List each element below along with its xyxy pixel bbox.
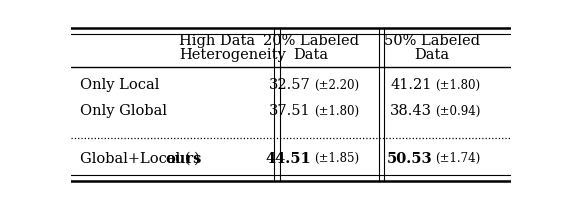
Text: (±1.74): (±1.74) [436,152,481,165]
Text: (±2.20): (±2.20) [315,78,360,91]
Text: 38.43: 38.43 [390,104,432,118]
Text: 41.21: 41.21 [391,78,432,92]
Text: 44.51: 44.51 [265,152,311,166]
Text: Global+Local (: Global+Local ( [80,152,190,166]
Text: Data: Data [415,48,449,62]
Text: 20% Labeled: 20% Labeled [263,34,359,48]
Text: ours: ours [165,152,202,166]
Text: (±1.80): (±1.80) [315,105,360,118]
Text: (±1.80): (±1.80) [436,78,481,91]
Text: 50% Labeled: 50% Labeled [384,34,480,48]
Text: (±1.85): (±1.85) [315,152,360,165]
Text: ): ) [194,152,199,166]
Text: Data: Data [293,48,328,62]
Text: (±0.94): (±0.94) [436,105,481,118]
Text: 32.57: 32.57 [269,78,311,92]
Text: Only Global: Only Global [80,104,167,118]
Text: Only Local: Only Local [80,78,159,92]
Text: Heterogeneity: Heterogeneity [179,48,286,62]
Text: High Data: High Data [179,34,255,48]
Text: 50.53: 50.53 [386,152,432,166]
Text: 37.51: 37.51 [269,104,311,118]
